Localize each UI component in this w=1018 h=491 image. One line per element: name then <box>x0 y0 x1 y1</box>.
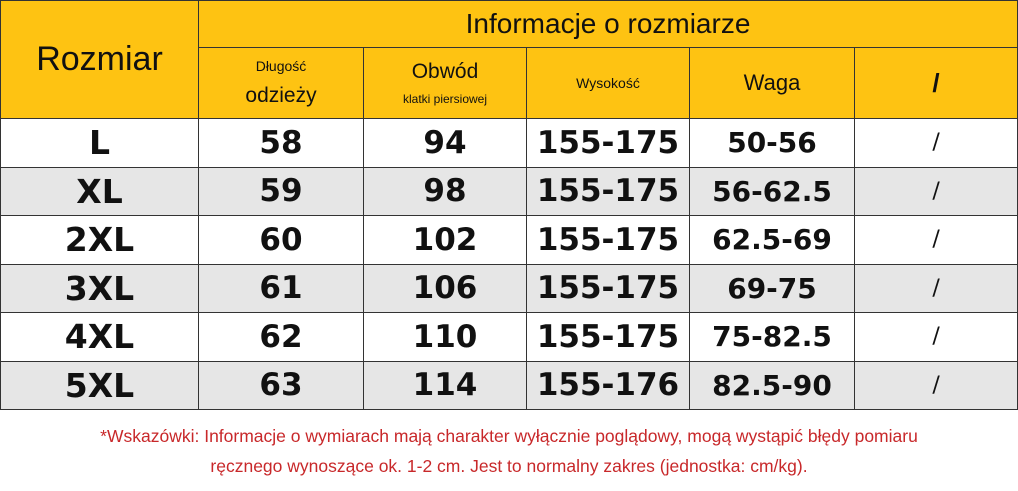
height-cell: 155-176 <box>526 360 690 410</box>
size-cell: 4XL <box>0 312 199 362</box>
chest-cell: 110 <box>363 312 527 362</box>
size-table: Rozmiar Informacje o rozmiarze Długość o… <box>0 0 1018 410</box>
extra-column-header: / <box>853 47 1018 119</box>
weight-cell: 62.5-69 <box>689 215 855 265</box>
size-cell: 3XL <box>0 263 199 313</box>
weight-column-header: Waga <box>689 47 855 119</box>
length-cell: 62 <box>198 312 364 362</box>
weight-cell: 82.5-90 <box>689 360 855 410</box>
chest-header-line1: Obwód <box>411 60 479 83</box>
table-row: 4XL 62 110 155-175 75-82.5 / <box>0 312 1018 362</box>
chest-cell: 102 <box>363 215 527 265</box>
length-header-line2: odzieży <box>245 84 317 107</box>
chest-cell: 98 <box>363 166 527 216</box>
weight-cell: 50-56 <box>689 118 855 168</box>
size-cell: L <box>0 118 199 168</box>
weight-cell: 75-82.5 <box>689 312 855 362</box>
table-row: 3XL 61 106 155-175 69-75 / <box>0 263 1018 313</box>
length-column-header: Długość odzieży <box>198 47 364 119</box>
chest-column-header: Obwód klatki piersiowej <box>363 47 527 119</box>
note-line-1: *Wskazówki: Informacje o wymiarach mają … <box>100 426 918 446</box>
extra-cell: / <box>853 312 1018 362</box>
height-cell: 155-175 <box>526 118 690 168</box>
extra-cell: / <box>853 166 1018 216</box>
table-title: Informacje o rozmiarze <box>197 0 1018 48</box>
height-cell: 155-175 <box>526 263 690 313</box>
weight-cell: 56-62.5 <box>689 166 855 216</box>
chest-cell: 114 <box>363 360 527 410</box>
height-column-header: Wysokość <box>526 47 690 119</box>
size-column-header: Rozmiar <box>0 0 199 119</box>
header-row-sub: Długość odzieży Obwód klatki piersiowej … <box>1 47 1018 119</box>
table-row: 5XL 63 114 155-176 82.5-90 / <box>0 360 1018 410</box>
weight-cell: 69-75 <box>689 263 855 313</box>
table-row: 2XL 60 102 155-175 62.5-69 / <box>0 215 1018 265</box>
table-row: L 58 94 155-175 50-56 / <box>0 118 1018 168</box>
size-cell: 2XL <box>0 215 199 265</box>
length-cell: 63 <box>198 360 364 410</box>
measurement-note: *Wskazówki: Informacje o wymiarach mają … <box>0 409 1018 491</box>
extra-cell: / <box>853 263 1018 313</box>
height-cell: 155-175 <box>526 312 690 362</box>
table-row: XL 59 98 155-175 56-62.5 / <box>0 166 1018 216</box>
extra-cell: / <box>853 215 1018 265</box>
header-row-top: Rozmiar Informacje o rozmiarze <box>0 0 1018 119</box>
length-cell: 60 <box>198 215 364 265</box>
size-cell: XL <box>0 166 199 216</box>
length-cell: 61 <box>198 263 364 313</box>
length-cell: 59 <box>198 166 364 216</box>
size-cell: 5XL <box>0 360 199 410</box>
chest-header-line2: klatki piersiowej <box>402 92 488 106</box>
length-header-line1: Długość <box>255 58 307 74</box>
chest-cell: 106 <box>363 263 527 313</box>
height-cell: 155-175 <box>526 166 690 216</box>
extra-cell: / <box>853 118 1018 168</box>
extra-cell: / <box>853 360 1018 410</box>
chest-cell: 94 <box>363 118 527 168</box>
note-line-2: ręcznego wynoszące ok. 1-2 cm. Jest to n… <box>210 456 808 476</box>
height-cell: 155-175 <box>526 215 690 265</box>
length-cell: 58 <box>198 118 364 168</box>
